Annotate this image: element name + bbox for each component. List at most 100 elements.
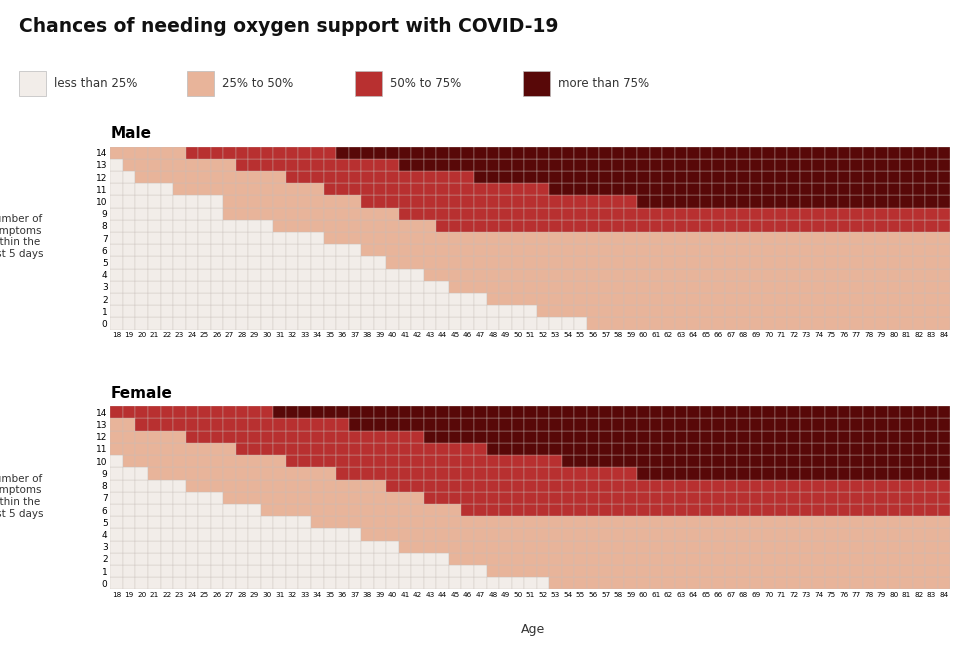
Bar [261,183,274,195]
Bar [612,468,624,480]
Bar [925,268,938,281]
Bar [449,220,462,232]
Bar [737,528,750,541]
Bar [775,468,787,480]
Bar [512,480,524,492]
Bar [210,195,224,208]
Bar [762,293,775,305]
Bar [587,195,599,208]
Bar [224,565,236,577]
Bar [474,443,487,455]
Bar [324,406,336,418]
Bar [524,553,537,565]
Bar [324,431,336,443]
Bar [148,541,160,553]
Bar [574,577,587,589]
Bar [938,281,950,293]
Bar [135,504,148,516]
Bar [637,293,650,305]
Bar [336,268,348,281]
Bar [336,232,348,244]
Bar [185,516,198,528]
Bar [549,147,562,159]
Bar [173,553,185,565]
Bar [286,541,299,553]
Bar [487,492,499,504]
Bar [148,577,160,589]
Bar [624,443,637,455]
Bar [574,232,587,244]
Bar [775,516,787,528]
Bar [386,268,398,281]
Bar [925,418,938,431]
Bar [437,418,449,431]
Bar [700,528,712,541]
Bar [499,480,512,492]
Bar [398,468,411,480]
Bar [800,504,812,516]
Bar [299,553,311,565]
Bar [825,318,837,330]
Bar [198,318,210,330]
Bar [135,293,148,305]
Bar [173,443,185,455]
Bar [110,268,123,281]
Bar [324,268,336,281]
Bar [599,443,612,455]
Bar [274,418,286,431]
Bar [512,431,524,443]
Bar [612,565,624,577]
Bar [612,577,624,589]
Bar [110,318,123,330]
Bar [700,171,712,183]
Bar [148,159,160,171]
Bar [398,232,411,244]
Bar [599,268,612,281]
Bar [474,171,487,183]
Bar [437,281,449,293]
Bar [612,305,624,318]
Bar [210,305,224,318]
Bar [148,147,160,159]
Bar [236,553,249,565]
Bar [249,516,261,528]
Bar [274,159,286,171]
Bar [888,553,900,565]
Bar [110,504,123,516]
Bar [562,468,574,480]
Bar [398,406,411,418]
Bar [148,305,160,318]
Bar [249,293,261,305]
Bar [437,480,449,492]
Bar [185,159,198,171]
Bar [587,293,599,305]
Bar [725,220,737,232]
Bar [712,492,725,504]
Bar [913,318,925,330]
Bar [913,577,925,589]
Bar [825,504,837,516]
Bar [637,268,650,281]
Bar [462,516,474,528]
Bar [876,443,888,455]
Bar [851,455,863,468]
Bar [299,256,311,268]
Bar [662,305,675,318]
Bar [876,208,888,220]
Bar [825,208,837,220]
Bar [574,553,587,565]
Bar [224,232,236,244]
Bar [750,171,762,183]
Bar [624,208,637,220]
Bar [750,431,762,443]
Bar [512,443,524,455]
Bar [336,305,348,318]
Bar [675,504,687,516]
Bar [762,147,775,159]
Bar [299,268,311,281]
Bar [474,293,487,305]
Bar [900,183,913,195]
Bar [474,541,487,553]
Bar [261,195,274,208]
Bar [449,256,462,268]
